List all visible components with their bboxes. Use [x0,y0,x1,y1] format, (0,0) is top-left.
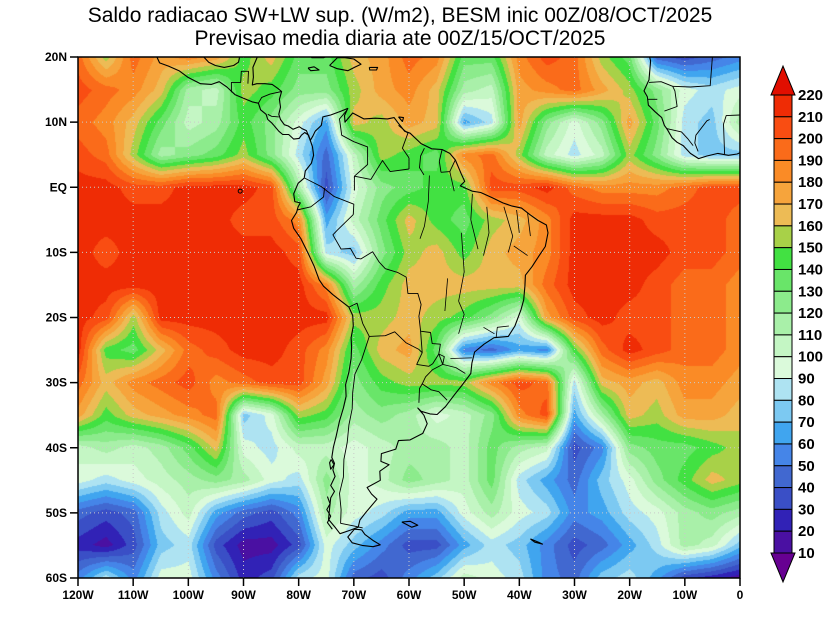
y-axis-tick-label: 10S [46,245,67,259]
colorbar-tick-label: 190 [798,152,823,169]
x-axis-tick-label: 120W [62,588,94,602]
colorbar-cell [773,508,793,532]
colorbar-cell [773,94,793,118]
colorbar-cell [773,247,793,270]
y-axis-tick-label: 40S [46,441,67,455]
colorbar-cell [773,312,793,336]
colorbar-tick-label: 170 [798,196,823,213]
colorbar-cell [773,138,793,161]
x-axis-tick-label: 60W [397,588,422,602]
x-axis-tick-label: 70W [341,588,366,602]
x-axis-tick-label: 40W [507,588,532,602]
x-axis-tick-label: 80W [286,588,311,602]
colorbar-arrow-top [770,64,796,96]
colorbar-cell [773,334,793,358]
y-axis-tick-label: 20S [46,311,67,325]
colorbar: 220 210 200 190 180 170 160 150 140 130 120 110 100 9… [770,64,823,584]
colorbar-tick-label: 30 [798,501,815,518]
colorbar-cell [773,443,793,467]
colorbar-cell [773,116,793,140]
x-axis-tick-label: 90W [231,588,256,602]
chart-title: Saldo radiacao SW+LW sup. (W/m2), BESM i… [87,4,713,27]
colorbar-tick-label: 180 [798,174,823,191]
colorbar-cell [773,378,793,401]
x-axis-tick-label: 10W [672,588,697,602]
colorbar-tick-label: 130 [798,283,823,300]
colorbar-cell [773,356,793,380]
colorbar-tick-label: 160 [798,218,823,235]
colorbar-tick-label: 20 [798,523,815,540]
x-axis-tick-label: 50W [452,588,477,602]
colorbar-cell [773,487,793,510]
gridlines [78,57,740,578]
colorbar-tick-label: 60 [798,436,815,453]
colorbar-tick-label: 90 [798,371,815,388]
colorbar-cell [773,465,793,489]
colorbar-cell [773,225,793,249]
colorbar-tick-label: 210 [798,109,823,126]
chart-subtitle: Previsao media diaria ate 00Z/15/OCT/202… [194,27,606,50]
colorbar-tick-label: 110 [798,327,822,344]
colorbar-tick-label: 40 [798,480,815,497]
colorbar-cell [773,530,793,554]
colorbar-tick-label: 100 [798,349,823,366]
coastlines-and-borders [156,57,740,548]
y-axis-tick-label: 50S [46,506,67,520]
x-axis-tick-label: 0 [737,588,744,602]
y-axis-tick-label: 20N [45,50,67,64]
colorbar-arrow-bottom [770,552,796,584]
x-axis-tick-label: 20W [617,588,642,602]
x-axis-tick-label: 110W [118,588,149,602]
colorbar-tick-label: 10 [798,545,815,562]
colorbar-tick-label: 70 [798,414,815,431]
y-axis-tick-label: EQ [50,180,67,194]
colorbar-cell [773,268,793,292]
colorbar-tick-label: 200 [798,131,823,148]
colorbar-tick-label: 120 [798,305,823,322]
colorbar-cell [773,421,793,445]
colorbar-cell [773,159,793,183]
colorbar-tick-label: 220 [798,87,823,104]
colorbar-tick-label: 80 [798,392,815,409]
x-axis-tick-label: 100W [173,588,205,602]
colorbar-cell [773,399,793,423]
colorbar-cell [773,181,793,205]
colorbar-cell [773,290,793,314]
y-axis-tick-label: 60S [46,571,67,585]
colorbar-cell [773,203,793,227]
y-axis-tick-label: 30S [46,376,67,390]
axis-ticks-and-labels: 120W 110W 100W 90W 80W 70W 60W 50W 40W 30W 20W 10W 0… [45,50,744,602]
x-axis-tick-label: 30W [562,588,587,602]
y-axis-tick-label: 10N [45,115,67,129]
colorbar-tick-label: 140 [798,261,823,278]
colorbar-tick-label: 150 [798,240,823,257]
colorbar-tick-label: 50 [798,458,815,475]
